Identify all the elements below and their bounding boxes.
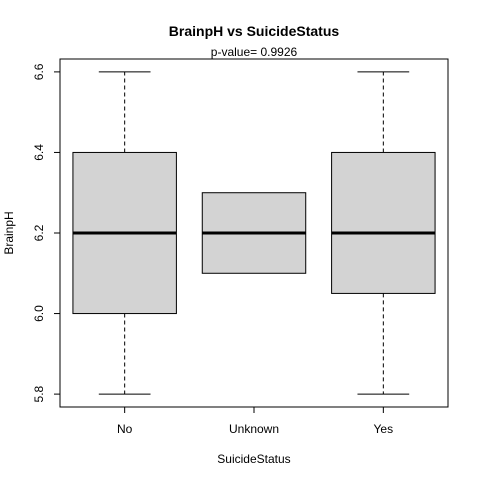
plot-area: 5.8 6.0 6.2 6.4 6.6 No Unknown Yes bbox=[32, 58, 449, 436]
x-tick-label: Unknown bbox=[229, 422, 279, 436]
chart-title: BrainpH vs SuicideStatus bbox=[169, 23, 340, 39]
y-axis-label: BrainpH bbox=[2, 211, 16, 254]
y-tick-label: 6.4 bbox=[32, 144, 46, 161]
y-tick-label: 5.8 bbox=[32, 385, 46, 402]
y-tick-label: 6.2 bbox=[32, 224, 46, 241]
x-tick-label: No bbox=[117, 422, 133, 436]
chart-subtitle: p-value= 0.9926 bbox=[211, 45, 298, 59]
y-tick-label: 6.0 bbox=[32, 305, 46, 322]
y-tick-label: 6.6 bbox=[32, 63, 46, 80]
x-axis-label: SuicideStatus bbox=[217, 452, 290, 466]
box-yes bbox=[331, 151, 436, 294]
x-tick-label: Yes bbox=[374, 422, 394, 436]
